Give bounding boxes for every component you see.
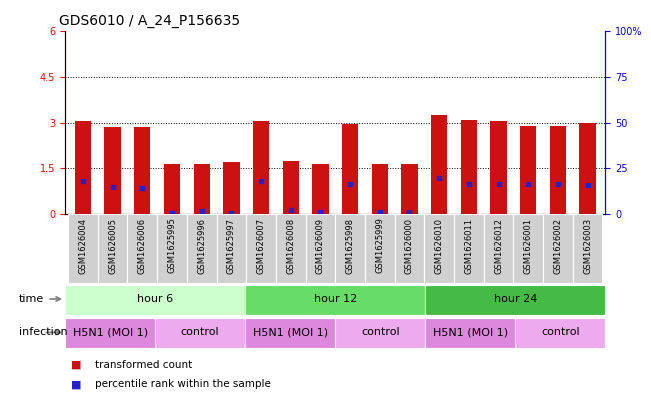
Bar bbox=[461, 120, 477, 214]
Bar bbox=[401, 164, 418, 214]
Text: GSM1625999: GSM1625999 bbox=[375, 218, 384, 274]
Bar bbox=[335, 318, 425, 348]
Bar bbox=[305, 214, 335, 283]
Text: hour 24: hour 24 bbox=[493, 294, 537, 304]
Bar bbox=[520, 126, 536, 214]
Bar bbox=[246, 214, 276, 283]
Bar bbox=[217, 214, 246, 283]
Text: GSM1626004: GSM1626004 bbox=[78, 218, 87, 274]
Bar bbox=[516, 318, 605, 348]
Bar bbox=[75, 121, 91, 214]
Text: transformed count: transformed count bbox=[95, 360, 192, 370]
Bar bbox=[157, 214, 187, 283]
Text: GSM1626005: GSM1626005 bbox=[108, 218, 117, 274]
Text: infection: infection bbox=[19, 327, 68, 338]
Bar bbox=[98, 214, 128, 283]
Text: H5N1 (MOI 1): H5N1 (MOI 1) bbox=[253, 327, 328, 338]
Bar bbox=[372, 164, 388, 214]
Bar bbox=[431, 115, 447, 214]
Bar bbox=[134, 127, 150, 214]
Bar bbox=[155, 318, 245, 348]
Bar bbox=[395, 214, 424, 283]
Bar bbox=[283, 161, 299, 214]
Bar bbox=[424, 214, 454, 283]
Bar bbox=[65, 318, 155, 348]
Bar bbox=[549, 126, 566, 214]
Bar bbox=[164, 164, 180, 214]
Bar bbox=[276, 214, 305, 283]
Text: time: time bbox=[19, 294, 61, 304]
Text: GSM1626003: GSM1626003 bbox=[583, 218, 592, 274]
Bar bbox=[335, 214, 365, 283]
Bar bbox=[245, 285, 425, 315]
Text: GSM1626000: GSM1626000 bbox=[405, 218, 414, 274]
Text: GSM1625996: GSM1625996 bbox=[197, 218, 206, 274]
Text: H5N1 (MOI 1): H5N1 (MOI 1) bbox=[433, 327, 508, 338]
Bar bbox=[245, 318, 335, 348]
Bar bbox=[342, 124, 358, 214]
Bar bbox=[425, 285, 605, 315]
Text: control: control bbox=[541, 327, 579, 338]
Text: GSM1625997: GSM1625997 bbox=[227, 218, 236, 274]
Bar bbox=[365, 214, 395, 283]
Bar bbox=[425, 318, 516, 348]
Bar bbox=[187, 214, 217, 283]
Text: GSM1626007: GSM1626007 bbox=[256, 218, 266, 274]
Bar bbox=[573, 214, 602, 283]
Text: ■: ■ bbox=[70, 360, 81, 370]
Text: GSM1626011: GSM1626011 bbox=[464, 218, 473, 274]
Bar bbox=[543, 214, 573, 283]
Text: hour 12: hour 12 bbox=[314, 294, 357, 304]
Bar bbox=[514, 214, 543, 283]
Bar bbox=[579, 123, 596, 214]
Text: percentile rank within the sample: percentile rank within the sample bbox=[95, 379, 271, 389]
Text: GSM1626009: GSM1626009 bbox=[316, 218, 325, 274]
Text: GSM1625995: GSM1625995 bbox=[167, 218, 176, 274]
Bar bbox=[490, 121, 506, 214]
Text: GSM1626002: GSM1626002 bbox=[553, 218, 562, 274]
Text: GSM1626001: GSM1626001 bbox=[524, 218, 533, 274]
Text: ■: ■ bbox=[70, 379, 81, 389]
Text: hour 6: hour 6 bbox=[137, 294, 173, 304]
Bar bbox=[68, 214, 98, 283]
Bar bbox=[128, 214, 157, 283]
Bar bbox=[223, 162, 240, 214]
Text: control: control bbox=[181, 327, 219, 338]
Bar bbox=[65, 285, 245, 315]
Text: GSM1626012: GSM1626012 bbox=[494, 218, 503, 274]
Text: GSM1626008: GSM1626008 bbox=[286, 218, 296, 274]
Bar bbox=[104, 127, 121, 214]
Text: H5N1 (MOI 1): H5N1 (MOI 1) bbox=[72, 327, 148, 338]
Bar bbox=[454, 214, 484, 283]
Text: GSM1626010: GSM1626010 bbox=[435, 218, 444, 274]
Bar bbox=[193, 164, 210, 214]
Text: control: control bbox=[361, 327, 400, 338]
Text: GSM1626006: GSM1626006 bbox=[138, 218, 146, 274]
Text: GSM1625998: GSM1625998 bbox=[346, 218, 355, 274]
Bar bbox=[312, 164, 329, 214]
Bar bbox=[253, 121, 270, 214]
Text: GDS6010 / A_24_P156635: GDS6010 / A_24_P156635 bbox=[59, 14, 240, 28]
Bar bbox=[484, 214, 514, 283]
